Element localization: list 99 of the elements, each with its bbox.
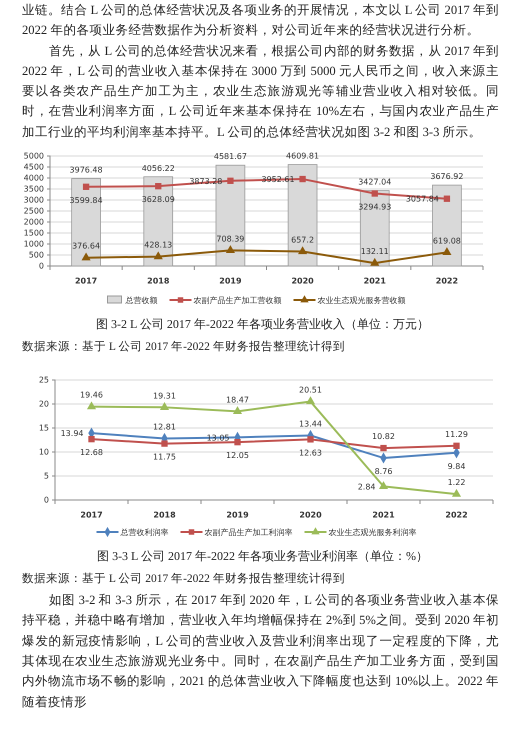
data-label: 428.13: [144, 240, 172, 250]
bar: [143, 176, 174, 266]
data-label: 376.64: [72, 242, 100, 251]
y-tick-label: 2500: [24, 206, 44, 216]
x-tick-label: 2021: [364, 276, 386, 286]
point: [227, 178, 234, 184]
x-tick-label: 2020: [291, 276, 314, 286]
text: 图 3-3 L 公司 2017 年-2022 年各项业务营业利润率（单位：%）: [96, 548, 429, 566]
data-label: 18.47: [226, 395, 249, 404]
point: [298, 246, 308, 254]
point: [299, 176, 306, 182]
source-note: 数据来源：基于 L 公司 2017 年-2022 年财务报告整理统计得到: [22, 340, 346, 354]
point: [161, 440, 168, 447]
data-label: 3676.92: [430, 172, 464, 182]
point: [444, 196, 450, 202]
data-label: 19.31: [153, 391, 176, 400]
data-label: 20.51: [299, 386, 322, 395]
y-tick-label: 5000: [24, 152, 44, 161]
y-tick-label: 4500: [24, 162, 44, 172]
point: [82, 184, 90, 190]
y-tick-label: 1000: [24, 240, 44, 249]
data-label: 8.76: [374, 467, 392, 476]
text: 图 3-2 L 公司 2017 年-2022 年各项业务营业收入（单位：万元）: [95, 316, 430, 334]
data-label: 3427.04: [358, 178, 392, 187]
data-label: 4056.22: [142, 164, 175, 173]
y-tick-label: 500: [28, 250, 44, 260]
data-label: 12.05: [226, 451, 249, 460]
point: [154, 251, 163, 260]
y-tick-label: 10: [38, 448, 49, 457]
x-tick-label: 2022: [436, 276, 458, 286]
point: [160, 402, 170, 410]
data-label: 3976.48: [70, 166, 103, 175]
data-label: 3599.84: [70, 196, 103, 205]
text: 如图 3-2 和 3-3 所示，在 2017 年到 2020 年，L 公司的各项业务营业收入基本保持平稳，并稳中略有增加，营业收入年均增幅保持在 2%到 5%之间。受到 2020 年初爆发的新冠疫情影响，L 公司的营业收入及营业利润率出现了一定程度的下降，尤其体现在农业生态旅游观光业务中。同时，在农副产品生产加工业务方面，受到国内外物流市场不畅的影响，2021 的总体营业收入下降幅度也达到 10%以上。2022 年随着疫情形: [22, 592, 499, 711]
data-label: 3057.84: [406, 194, 439, 204]
data-label: 3628.09: [142, 195, 175, 204]
x-tick-label: 2021: [372, 510, 396, 520]
legend-label: 农业生态观光服务营收额: [318, 296, 406, 306]
data-label: 11.75: [153, 452, 176, 462]
data-label: 13.44: [299, 420, 322, 429]
x-tick-label: 2019: [219, 276, 242, 286]
text: 业链。结合 L 公司的总体经营状况及各项业务的开展情况，本文以 L 公司 2017 年到 2022 年的各项业务经营数据作为分析资料，对公司近年来的经营状况进行分析。: [22, 2, 499, 40]
y-tick-label: 5: [44, 472, 49, 481]
x-tick-label: 2022: [445, 510, 468, 520]
legend-label: 总营收利润率: [120, 528, 168, 538]
x-tick-label: 2020: [299, 510, 322, 520]
y-tick-label: 1500: [24, 228, 44, 238]
y-tick-label: 25: [38, 376, 49, 385]
data-label: 4581.67: [214, 152, 247, 162]
y-tick-label: 2000: [24, 218, 44, 227]
legend-label: 农副产品生产加工利润率: [204, 528, 292, 538]
point: [453, 442, 460, 450]
y-tick-label: 20: [38, 400, 49, 409]
data-label: 11.29: [445, 430, 468, 439]
data-label: 12.63: [299, 448, 322, 458]
data-label: 1.22: [448, 478, 466, 488]
legend-label: 总营收额: [124, 296, 158, 306]
point: [226, 245, 235, 254]
data-label: 12.68: [80, 448, 103, 458]
source-note: 数据来源：基于 L 公司 2017 年-2022 年财务报告整理统计得到: [22, 572, 346, 586]
data-label: 2.84: [358, 482, 376, 492]
data-label: 12.81: [153, 422, 176, 432]
x-tick-label: 2019: [226, 510, 250, 520]
point: [88, 436, 95, 442]
data-label: 9.84: [448, 462, 466, 471]
y-tick-label: 3500: [24, 184, 44, 194]
data-label: 4609.81: [286, 152, 320, 161]
y-tick-label: 0: [44, 496, 49, 505]
point: [372, 190, 378, 197]
y-tick-label: 0: [38, 262, 44, 271]
y-tick-label: 4000: [24, 174, 44, 183]
point: [86, 401, 96, 410]
point: [306, 396, 316, 404]
legend-label: 农副产品生产加工营收额: [194, 296, 282, 306]
x-tick-label: 2017: [80, 510, 103, 520]
x-tick-label: 2017: [74, 276, 98, 286]
bar: [71, 178, 101, 266]
y-tick-label: 15: [38, 424, 49, 433]
legend-label: 农业生态观光服务利润率: [328, 528, 416, 538]
x-tick-label: 2018: [153, 510, 176, 520]
point: [442, 247, 452, 256]
data-label: 10.82: [372, 432, 395, 442]
x-tick-label: 2018: [147, 276, 170, 286]
point: [307, 436, 314, 443]
point: [234, 439, 241, 446]
point: [232, 406, 242, 414]
y-tick-label: 3000: [24, 196, 44, 205]
data-label: 657.2: [291, 236, 314, 245]
point: [82, 252, 91, 260]
data-label: 3294.93: [358, 202, 392, 212]
point: [380, 444, 387, 452]
data-label: 19.46: [80, 390, 103, 400]
data-label: 13.94: [60, 429, 84, 438]
point: [370, 258, 380, 266]
point: [155, 183, 162, 190]
text: 首先，从 L 公司的总体经营状况来看，根据公司内部的财务数据，从 2017 年到 2022 年，L 公司的营业收入基本保持在 3000 万到 5000 元人民币之间，收入来源主要以各类农产品生产加工为主，农业生态旅游观光等辅业营业收入相对较低。同时，在营业利润率方面，L 公司近年来基本保持在 10%左右，与国内农业产品生产加工行业的平均利润率基本持平。L 公司的总体经营状况如图 3-2 和图 3-3 所示。: [22, 42, 499, 141]
data-label: 708.39: [216, 234, 244, 244]
data-label: 132.11: [360, 247, 389, 256]
data-label: 619.08: [432, 236, 461, 246]
